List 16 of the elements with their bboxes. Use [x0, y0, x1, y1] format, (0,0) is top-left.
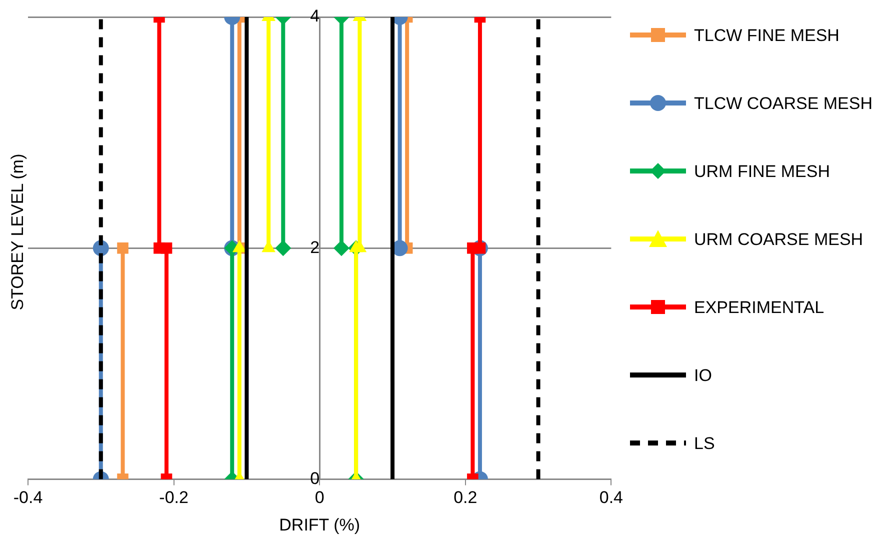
x-tick-label: 0.4: [599, 488, 624, 508]
legend-label: IO: [694, 365, 713, 387]
y-axis-title: STOREY LEVEL (m): [8, 152, 28, 312]
legend-label: TLCW COARSE MESH: [694, 93, 874, 115]
x-tick-label: -0.4: [13, 488, 43, 508]
y-tick-label: 2: [310, 238, 320, 257]
x-axis-title: DRIFT (%): [279, 515, 360, 534]
legend-label: LS: [694, 433, 716, 455]
legend-label: TLCW FINE MESH: [694, 25, 840, 47]
y-tick-label: 4: [310, 6, 320, 26]
x-tick-label: -0.2: [159, 488, 188, 508]
legend-label: URM FINE MESH: [694, 161, 831, 183]
legend-label: EXPERIMENTAL: [694, 297, 826, 319]
legend-label: URM COARSE MESH: [694, 229, 864, 251]
y-tick-label: 0: [310, 468, 320, 488]
x-tick-label: 0.2: [454, 488, 478, 508]
